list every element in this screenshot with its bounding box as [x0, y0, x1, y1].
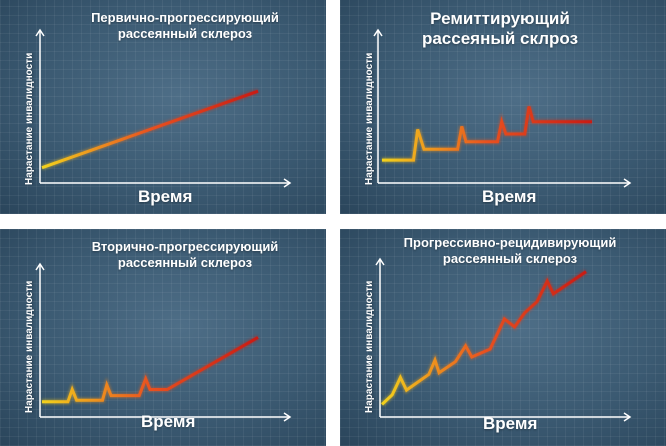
x-axis-label: Время — [483, 414, 538, 433]
chart-panel-progressive-relapsing: Прогрессивно-рецидивирующий рассеянный с… — [340, 229, 666, 446]
y-axis-arrow — [373, 28, 383, 37]
axes — [35, 28, 292, 188]
series-line — [42, 336, 259, 404]
series-line — [382, 106, 592, 162]
chart-svg — [35, 28, 292, 188]
chart-svg — [35, 262, 292, 422]
chart-svg — [373, 28, 632, 188]
series-line — [41, 89, 259, 170]
chart-panel-relapsing-remitting: Ремиттирующий рассеяный склроз Нарастани… — [340, 0, 666, 214]
x-axis-arrow — [283, 178, 292, 188]
series-line — [380, 270, 587, 406]
chart-title: Первично-прогрессирующий рассеянный скле… — [91, 10, 279, 41]
x-axis-label: Время — [138, 187, 193, 206]
y-axis-label: Нарастание инвалидности — [24, 52, 35, 185]
chart-panel-secondary-progressive: Вторично-прогрессирующий рассеянный скле… — [0, 229, 326, 446]
chart-panel-primary-progressive: Первично-прогрессирующий рассеянный скле… — [0, 0, 326, 214]
chart-svg — [375, 257, 632, 422]
y-axis-arrow — [35, 262, 45, 271]
axes — [375, 257, 632, 422]
y-axis-arrow — [35, 28, 45, 37]
y-axis-label: Нарастание инвалидности — [364, 280, 375, 413]
y-axis-label: Нарастание инвалидности — [24, 280, 35, 413]
axes — [373, 28, 632, 188]
x-axis-label: Время — [141, 412, 196, 431]
x-axis-arrow — [623, 178, 632, 188]
x-axis-label: Время — [482, 187, 537, 206]
y-axis-arrow — [375, 257, 385, 266]
x-axis-arrow — [283, 412, 292, 422]
chart-title: Прогрессивно-рецидивирующий рассеянный с… — [403, 235, 617, 266]
y-axis-label: Нарастание инвалидности — [364, 52, 375, 185]
axes — [35, 262, 292, 422]
x-axis-arrow — [623, 412, 632, 422]
chart-title: Ремиттирующий рассеяный склроз — [421, 9, 579, 48]
chart-title: Вторично-прогрессирующий рассеянный скле… — [91, 239, 279, 270]
